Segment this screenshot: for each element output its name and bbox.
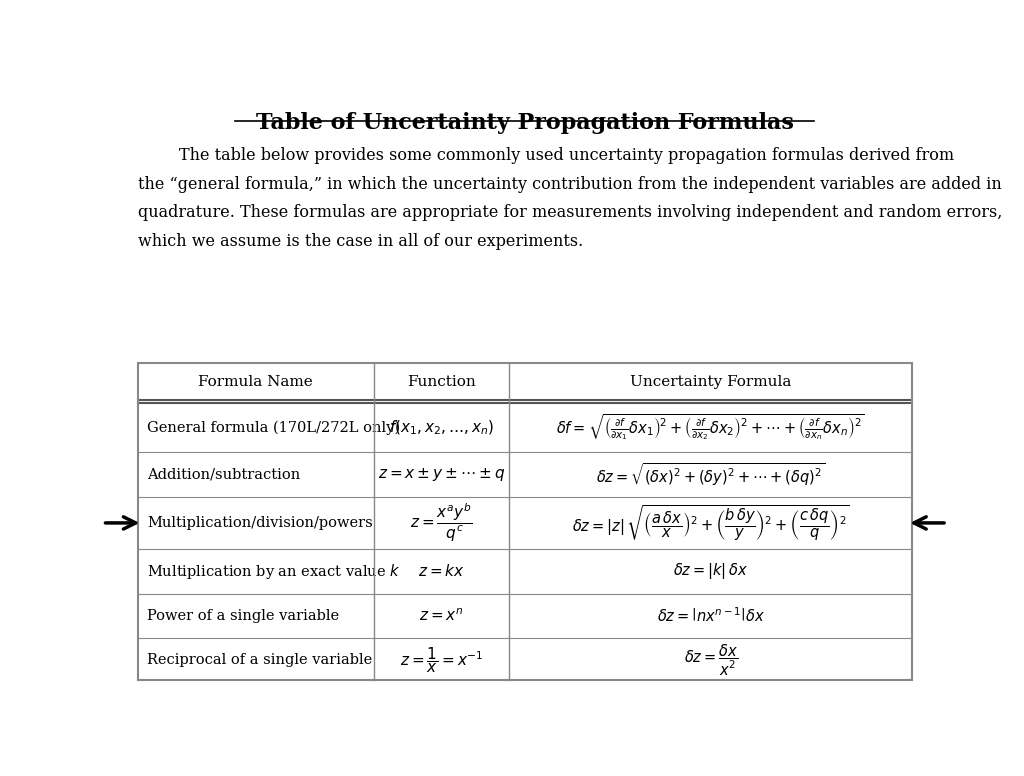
Text: $\delta z = \sqrt{(\delta x)^2 + (\delta y)^2 + \cdots + (\delta q)^2}$: $\delta z = \sqrt{(\delta x)^2 + (\delta… [596, 462, 825, 488]
Text: $z = \dfrac{1}{x} = x^{-1}$: $z = \dfrac{1}{x} = x^{-1}$ [399, 645, 483, 675]
Text: Power of a single variable: Power of a single variable [147, 608, 339, 622]
Text: General formula (170L/272L only): General formula (170L/272L only) [147, 421, 400, 435]
Text: $\delta z = \left|nx^{n-1}\right|\delta x$: $\delta z = \left|nx^{n-1}\right|\delta … [656, 606, 765, 625]
Bar [137, 363, 912, 680]
Text: $z = x^n$: $z = x^n$ [419, 608, 464, 624]
Text: The table below provides some commonly used uncertainty propagation formulas der: The table below provides some commonly u… [137, 147, 953, 164]
Text: Reciprocal of a single variable: Reciprocal of a single variable [147, 653, 373, 667]
Text: $\delta z = \dfrac{\delta x}{x^2}$: $\delta z = \dfrac{\delta x}{x^2}$ [684, 643, 738, 677]
Text: Multiplication/division/powers: Multiplication/division/powers [147, 516, 373, 530]
Text: $z = \dfrac{x^a y^b}{q^c}$: $z = \dfrac{x^a y^b}{q^c}$ [411, 502, 473, 544]
Text: Multiplication by an exact value $k$: Multiplication by an exact value $k$ [147, 562, 400, 580]
Text: quadrature. These formulas are appropriate for measurements involving independen: quadrature. These formulas are appropria… [137, 204, 1001, 221]
Text: which we assume is the case in all of our experiments.: which we assume is the case in all of ou… [137, 233, 583, 250]
Text: Uncertainty Formula: Uncertainty Formula [630, 375, 792, 389]
Text: $\delta f = \sqrt{\left(\frac{\partial f}{\partial x_1}\delta x_1\right)^2 + \le: $\delta f = \sqrt{\left(\frac{\partial f… [556, 413, 865, 442]
Text: Table of Uncertainty Propagation Formulas: Table of Uncertainty Propagation Formula… [256, 113, 794, 134]
Text: $z = kx$: $z = kx$ [418, 563, 465, 580]
Text: $\delta z = |z|\,\sqrt{\left(\dfrac{a\,\delta x}{x}\right)^2 + \left(\dfrac{b\,\: $\delta z = |z|\,\sqrt{\left(\dfrac{a\,\… [571, 504, 850, 542]
Text: $f\left(x_1, x_2, \ldots, x_n\right)$: $f\left(x_1, x_2, \ldots, x_n\right)$ [389, 418, 495, 437]
Text: $z = x \pm y \pm \cdots \pm q$: $z = x \pm y \pm \cdots \pm q$ [378, 466, 505, 483]
Text: the “general formula,” in which the uncertainty contribution from the independen: the “general formula,” in which the unce… [137, 175, 1001, 192]
Text: $\delta z = |k|\,\delta x$: $\delta z = |k|\,\delta x$ [673, 561, 749, 581]
Text: Addition/subtraction: Addition/subtraction [147, 468, 300, 482]
Text: Function: Function [408, 375, 476, 389]
Text: Formula Name: Formula Name [199, 375, 313, 389]
